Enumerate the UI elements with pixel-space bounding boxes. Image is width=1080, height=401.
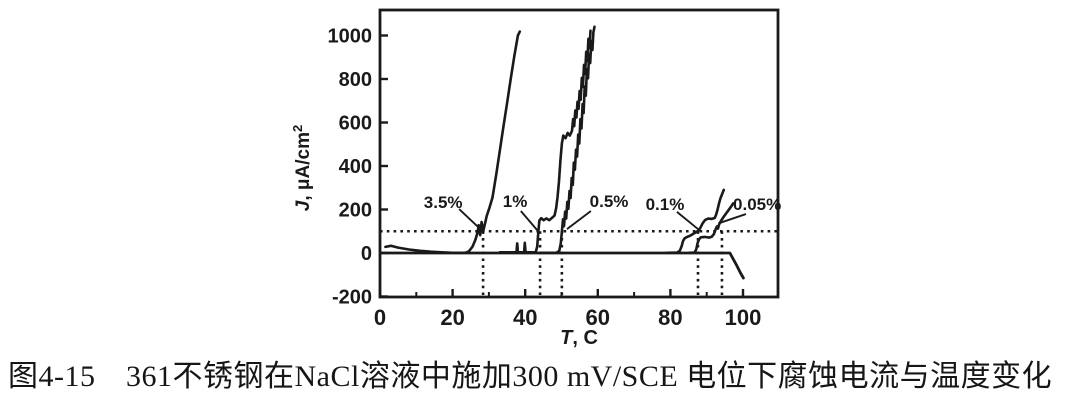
leader-line [718,213,747,225]
y-axis-title: J, μA/cm2 [290,125,314,211]
label-3-5pct: 3.5% [424,193,463,212]
leader-line [676,211,699,230]
curve-0-5pct [538,25,596,255]
zero-current-baseline [379,251,745,280]
x-tick-label: 80 [658,305,682,330]
curve-0-05pct [687,202,735,255]
label-0-1pct: 0.1% [646,195,685,214]
chart-area: 0 20 40 60 80 100 -200 0 200 400 600 800 1000 J, μA/c… [290,8,781,349]
y-tick-label: 400 [339,156,372,178]
y-tick-label: 600 [339,113,372,135]
figure-caption: 图4-15 361不锈钢在NaCl溶液中施加300 mV/SCE 电位下腐蚀电流… [8,360,1053,393]
leader-line [458,208,480,229]
y-tick-label: 800 [339,69,372,91]
y-tick-label: 0 [361,243,372,265]
x-axis-title: T, C [560,327,598,349]
x-tick-label: 40 [513,305,537,330]
curve-0-1pct [665,188,726,255]
label-0-05pct: 0.05% [733,195,781,214]
leader-line [520,210,539,232]
y-tick-label: -200 [332,287,372,309]
x-tick-label: 0 [374,305,386,330]
x-tick-label: 20 [440,305,464,330]
x-tick-label: 100 [725,305,762,330]
y-tick-label: 200 [339,200,372,222]
label-0-5pct: 0.5% [590,192,629,211]
x-tick-label: 60 [586,305,610,330]
plot-frame [378,8,780,299]
y-tick-label: 1000 [328,26,373,48]
label-1pct: 1% [503,192,528,211]
leader-line [566,210,592,230]
curve-3-5pct [384,30,522,255]
